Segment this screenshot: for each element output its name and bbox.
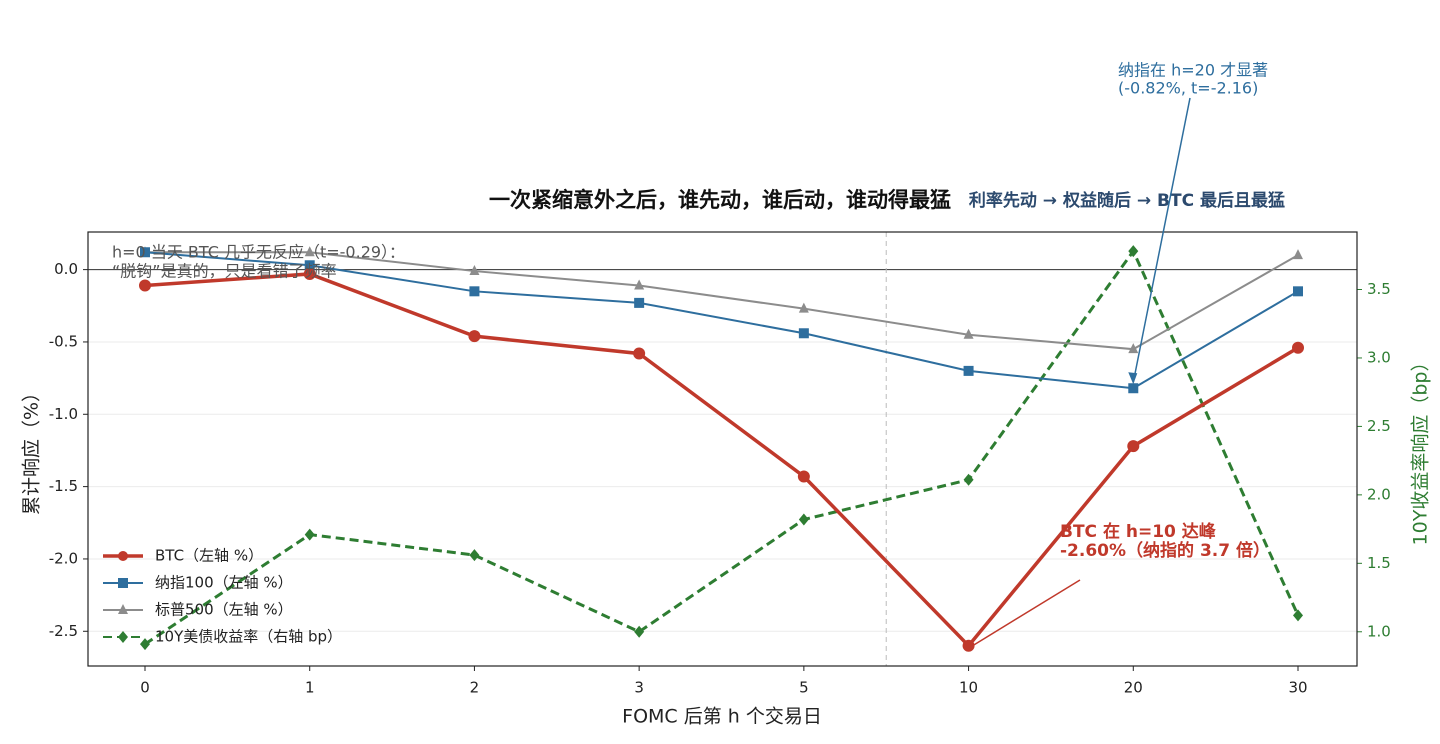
marker (634, 625, 645, 638)
y-tick-label: 0.0 (54, 260, 78, 278)
legend-marker (118, 631, 128, 643)
y2-tick-label: 3.5 (1367, 280, 1391, 298)
marker (1293, 249, 1303, 260)
marker (140, 247, 150, 258)
y2-tick-label: 2.0 (1367, 485, 1391, 503)
marker (1293, 286, 1303, 297)
y-tick-label: -2.5 (49, 622, 78, 640)
marker (634, 297, 645, 308)
y2-tick-label: 1.0 (1367, 622, 1391, 640)
marker (304, 260, 315, 271)
arrow-head (1128, 372, 1138, 385)
series-line (144, 272, 1299, 649)
marker (798, 328, 809, 339)
legend-marker (118, 604, 128, 614)
marker (304, 246, 315, 257)
chart-title: 一次紧缩意外之后，谁先动，谁后动，谁动得最猛 (489, 188, 951, 212)
legend-label: 纳指100（左轴 %） (155, 574, 293, 592)
annotation-arrow (1132, 97, 1191, 383)
series-line (144, 248, 1300, 646)
annotation-line (972, 579, 1081, 647)
plot-frame (87, 231, 1358, 667)
y2-tick-label: 1.5 (1367, 554, 1391, 572)
marker (963, 328, 974, 339)
annotation: -2.60%（纳指的 3.7 倍） (1060, 540, 1270, 561)
y2-tick-label: 2.5 (1367, 417, 1391, 435)
legend-label: 10Y美债收益率（右轴 bp） (155, 628, 342, 646)
marker (797, 470, 810, 483)
series-line (145, 251, 1299, 351)
legend-label: 标普500（左轴 %） (155, 601, 293, 619)
marker (469, 549, 480, 562)
y-tick-label: -0.5 (49, 332, 78, 350)
annotation: 纳指在 h=20 才显著 (1118, 61, 1268, 80)
marker (1128, 245, 1139, 258)
marker (1128, 343, 1139, 354)
marker (1293, 609, 1303, 622)
marker (468, 330, 481, 343)
marker (469, 286, 480, 297)
marker (963, 365, 974, 376)
annotation: BTC 在 h=10 达峰 (1060, 521, 1217, 542)
y-axis-label: 累计响应（%） (21, 383, 43, 515)
chart-subtitle: 利率先动 → 权益随后 → BTC 最后且最猛 (969, 190, 1285, 211)
marker (962, 639, 975, 652)
x-tick-label: 10 (959, 679, 978, 697)
marker (963, 473, 974, 486)
y-tick-label: -1.0 (49, 405, 78, 423)
marker (304, 528, 315, 541)
marker (140, 638, 150, 651)
marker (798, 513, 809, 526)
y-tick-label: -1.5 (49, 477, 78, 495)
marker (469, 265, 480, 276)
x-axis-label: FOMC 后第 h 个交易日 (622, 706, 822, 728)
y2-axis-label: 10Y收益率响应（bp） (1410, 353, 1432, 546)
x-tick-label: 3 (634, 679, 644, 697)
series-line (144, 251, 1299, 390)
x-tick-label: 2 (470, 679, 480, 697)
x-tick-label: 30 (1288, 679, 1307, 697)
legend-label: BTC（左轴 %） (155, 547, 263, 565)
x-tick-label: 20 (1124, 679, 1143, 697)
legend-marker (118, 578, 128, 588)
annotation: h=0 当天 BTC 几乎无反应（t=-0.29）： (112, 243, 405, 262)
marker (1127, 440, 1140, 453)
legend-marker (118, 551, 128, 561)
marker (1128, 383, 1139, 394)
y2-tick-label: 3.0 (1367, 348, 1391, 366)
annotation: “脱钩”是真的，只是看错了频率 (112, 262, 337, 281)
marker (634, 279, 645, 290)
y-tick-label: -2.0 (49, 549, 78, 567)
x-tick-label: 0 (140, 679, 150, 697)
marker (139, 279, 151, 292)
marker (303, 267, 316, 280)
marker (633, 347, 646, 360)
x-tick-label: 1 (305, 679, 315, 697)
marker (798, 302, 809, 313)
annotation: (-0.82%, t=-2.16) (1118, 79, 1258, 98)
x-tick-label: 5 (799, 679, 809, 697)
marker (1292, 341, 1304, 354)
